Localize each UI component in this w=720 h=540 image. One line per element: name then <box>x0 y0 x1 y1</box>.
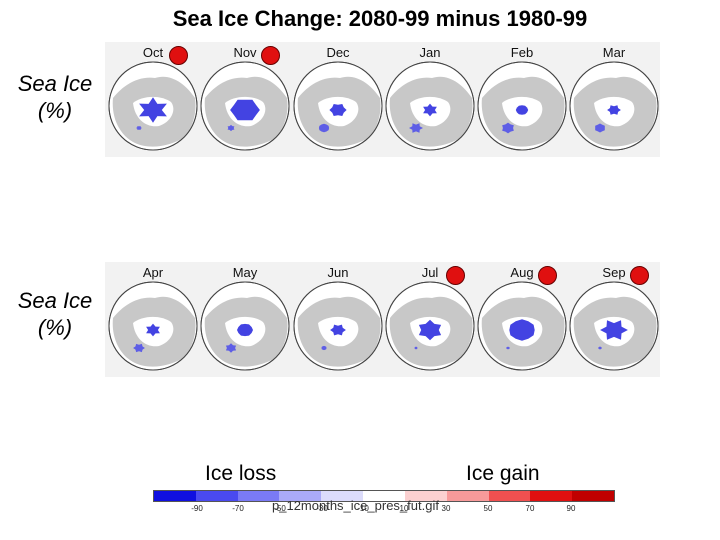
ice-gain-label: Ice gain <box>466 462 540 485</box>
month-label: May <box>232 265 258 280</box>
colorbar-segment <box>279 491 322 501</box>
polar-map <box>200 281 290 371</box>
map-strip-top <box>105 42 660 157</box>
colorbar-tick: -70 <box>232 504 244 513</box>
colorbar-segment <box>237 491 280 501</box>
polar-map <box>200 61 290 151</box>
colorbar-tick: 90 <box>566 504 576 513</box>
polar-map <box>477 281 567 371</box>
colorbar-segment <box>530 491 573 501</box>
month-label: Sep <box>602 265 626 280</box>
colorbar-tick: 70 <box>525 504 535 513</box>
polar-map <box>293 281 383 371</box>
colorbar-tick: -10 <box>357 504 369 513</box>
colorbar-tick: 30 <box>441 504 451 513</box>
month-label: Nov <box>233 45 257 60</box>
highlight-dot <box>169 46 188 65</box>
colorbar-tick: 10 <box>399 504 409 513</box>
month-label: Oct <box>142 45 164 60</box>
colorbar-segment <box>488 491 531 501</box>
colorbar-segment <box>321 491 364 501</box>
row-label-top: Sea Ice (%) <box>0 70 110 124</box>
map-strip-bottom <box>105 262 660 377</box>
month-label: Dec <box>326 45 350 60</box>
colorbar-segment <box>572 491 614 501</box>
polar-map <box>293 61 383 151</box>
colorbar-segment <box>195 491 238 501</box>
polar-map <box>108 281 198 371</box>
highlight-dot <box>446 266 465 285</box>
month-label: Apr <box>142 265 164 280</box>
month-label: Jun <box>327 265 349 280</box>
polar-map <box>569 281 659 371</box>
colorbar-segment <box>446 491 489 501</box>
colorbar-segment <box>404 491 447 501</box>
colorbar-tick: -90 <box>191 504 203 513</box>
colorbar-segment <box>154 491 196 501</box>
colorbar-segment <box>363 491 405 501</box>
highlight-dot <box>630 266 649 285</box>
month-label: Feb <box>510 45 534 60</box>
highlight-dot <box>538 266 557 285</box>
row-label-bottom: Sea Ice (%) <box>0 287 110 341</box>
colorbar <box>153 490 615 502</box>
row-label-line2: (%) <box>37 315 73 340</box>
page-title: Sea Ice Change: 2080-99 minus 1980-99 <box>172 6 588 31</box>
colorbar-tick: 50 <box>483 504 493 513</box>
filename-caption: p_12months_ice_pres_fut.gif <box>272 498 439 513</box>
polar-map <box>569 61 659 151</box>
highlight-dot <box>261 46 280 65</box>
row-label-line1: Sea Ice <box>17 71 93 96</box>
month-label: Jul <box>421 265 439 280</box>
polar-map <box>477 61 567 151</box>
polar-map <box>385 281 475 371</box>
month-label: Mar <box>602 45 626 60</box>
polar-map <box>108 61 198 151</box>
polar-map <box>385 61 475 151</box>
colorbar-tick: -30 <box>316 504 328 513</box>
colorbar-tick: -50 <box>274 504 286 513</box>
month-label: Jan <box>419 45 441 60</box>
ice-loss-label: Ice loss <box>205 462 277 485</box>
row-label-line1: Sea Ice <box>17 288 93 313</box>
row-label-line2: (%) <box>37 98 73 123</box>
month-label: Aug <box>510 265 534 280</box>
